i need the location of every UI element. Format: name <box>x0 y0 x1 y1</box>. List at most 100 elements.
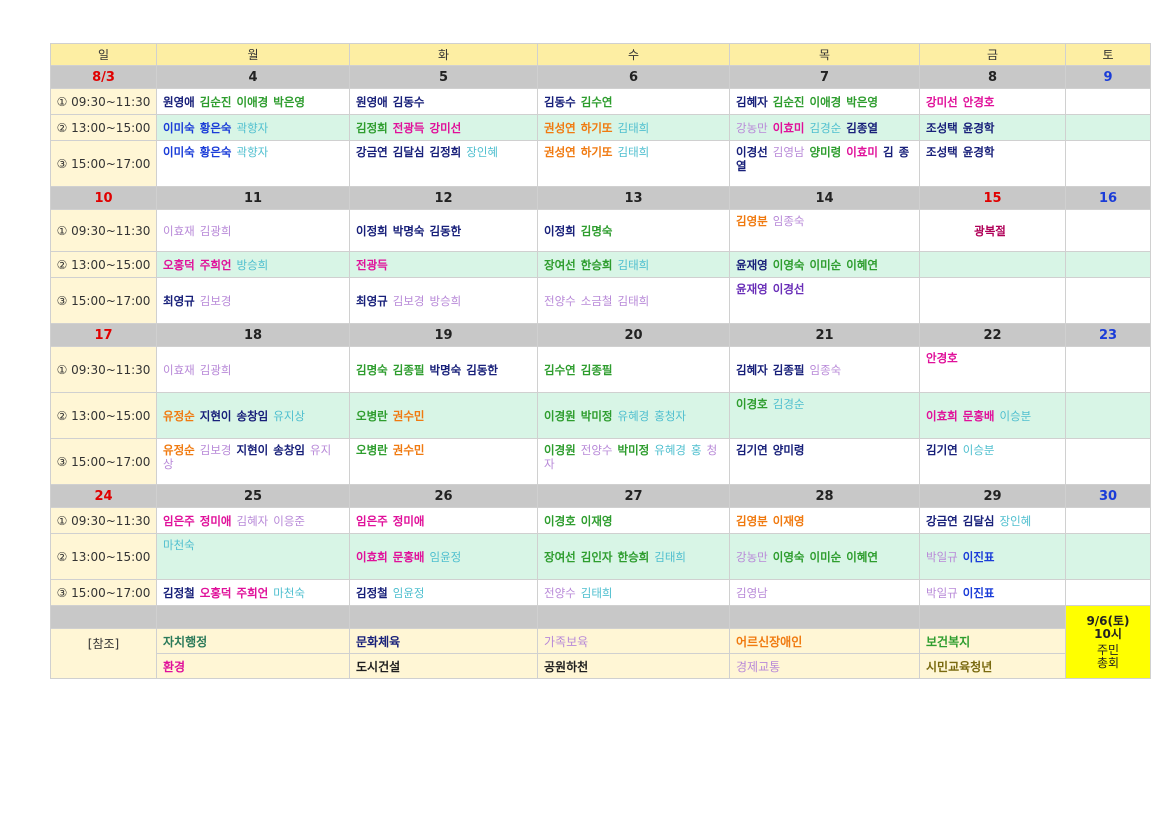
schedule-cell[interactable]: 장여선 김인자 한승희 김태희 <box>537 533 730 580</box>
schedule-cell[interactable] <box>1065 346 1151 393</box>
weekday-label: 목 <box>729 43 920 66</box>
schedule-cell[interactable]: 최영규 김보경 방승희 <box>349 277 538 324</box>
schedule-cell[interactable]: 이정희 김명숙 <box>537 209 730 252</box>
schedule-cell[interactable] <box>1065 114 1151 141</box>
schedule-cell[interactable]: 유정순 지현이 송창임 유지상 <box>156 392 350 439</box>
schedule-cell[interactable] <box>1065 507 1151 534</box>
schedule-cell[interactable] <box>1065 579 1151 606</box>
volunteer-name: 이미순 <box>809 549 842 564</box>
schedule-cell[interactable]: 박일규 이진표 <box>919 579 1066 606</box>
schedule-cell[interactable]: 이경원 전양수 박미정 유혜경 홍 청자 <box>537 438 730 485</box>
schedule-cell[interactable]: 강농만 이영숙 이미순 이혜연 <box>729 533 920 580</box>
schedule-cell[interactable]: 임은주 정미애 김혜자 이응준 <box>156 507 350 534</box>
schedule-cell[interactable]: 김영분 임종숙 <box>729 209 920 252</box>
category-legend: 가족보육 <box>537 628 730 654</box>
volunteer-name: 이진표 <box>962 585 995 600</box>
volunteer-name: 전양수 <box>544 585 576 600</box>
schedule-cell[interactable]: 안경호 <box>919 346 1066 393</box>
volunteer-name: 김혜자 <box>236 513 269 528</box>
schedule-cell[interactable]: 오홍덕 주희언 방승희 <box>156 251 350 278</box>
schedule-cell[interactable]: 이효재 김광희 <box>156 209 350 252</box>
volunteer-name: 김광희 <box>199 362 232 377</box>
schedule-cell[interactable]: 강미선 안경호 <box>919 88 1066 115</box>
schedule-cell[interactable]: 전광득 <box>349 251 538 278</box>
volunteer-name: 이재영 <box>580 513 613 528</box>
notice-title-1: 주민 <box>1096 642 1120 657</box>
date-cell: 18 <box>156 323 350 347</box>
schedule-cell[interactable] <box>1065 392 1151 439</box>
schedule-cell[interactable]: 오병란 권수민 <box>349 392 538 439</box>
schedule-cell[interactable]: 조성택 윤경학 <box>919 140 1066 187</box>
schedule-cell[interactable]: 김영남 <box>729 579 920 606</box>
schedule-cell[interactable]: 권성연 하기또 김태희 <box>537 140 730 187</box>
schedule-cell[interactable]: 유정순 김보경 지현이 송창임 유지상 <box>156 438 350 485</box>
schedule-cell[interactable]: 윤재영 이영숙 이미순 이혜연 <box>729 251 920 278</box>
schedule-cell[interactable] <box>1065 140 1151 187</box>
schedule-cell[interactable]: 강금연 김달심 김정희 장인혜 <box>349 140 538 187</box>
schedule-cell[interactable]: 이효희 문홍배 임윤정 <box>349 533 538 580</box>
schedule-cell[interactable] <box>1065 277 1151 324</box>
schedule-cell[interactable]: 김정철 임윤정 <box>349 579 538 606</box>
schedule-cell[interactable]: 이미숙 황은숙 곽향자 <box>156 114 350 141</box>
volunteer-name: 원영애 <box>163 94 195 109</box>
volunteer-name: 조성택 <box>926 120 958 135</box>
schedule-cell[interactable]: 권성연 하기또 김태희 <box>537 114 730 141</box>
schedule-cell[interactable]: 김기연 이승분 <box>919 438 1066 485</box>
volunteer-name: 김태희 <box>617 293 650 308</box>
volunteer-name: 임종숙 <box>809 362 842 377</box>
schedule-cell[interactable]: 강금연 김달심 장인혜 <box>919 507 1066 534</box>
volunteer-name: 한승희 <box>580 257 613 272</box>
date-cell: 21 <box>729 323 920 347</box>
volunteer-name: 주희언 <box>199 257 232 272</box>
schedule-cell[interactable]: 이정희 박명숙 김동한 <box>349 209 538 252</box>
schedule-cell[interactable]: 마천숙 <box>156 533 350 580</box>
schedule-cell[interactable]: 김정철 오홍덕 주희언 마천숙 <box>156 579 350 606</box>
separator-cell <box>537 605 730 629</box>
schedule-cell[interactable]: 이경원 박미정 유혜경 홍청자 <box>537 392 730 439</box>
schedule-cell[interactable]: 김영분 이재영 <box>729 507 920 534</box>
schedule-cell[interactable]: 윤재영 이경선 <box>729 277 920 324</box>
schedule-cell[interactable]: 전양수 소금철 김태희 <box>537 277 730 324</box>
schedule-cell[interactable] <box>919 277 1066 324</box>
schedule-cell[interactable] <box>1065 251 1151 278</box>
schedule-cell[interactable]: 이경호 김경순 <box>729 392 920 439</box>
schedule-cell[interactable] <box>1065 209 1151 252</box>
volunteer-name: 유지상 <box>273 408 305 423</box>
schedule-cell[interactable]: 원영애 김동수 <box>349 88 538 115</box>
schedule-cell[interactable]: 김혜자 김종필 임종숙 <box>729 346 920 393</box>
volunteer-name: 이혜연 <box>846 549 878 564</box>
schedule-cell[interactable]: 김수연 김종필 <box>537 346 730 393</box>
notice-date: 9/6(토) <box>1086 613 1130 628</box>
schedule-cell[interactable]: 김동수 김수연 <box>537 88 730 115</box>
schedule-cell[interactable]: 박일규 이진표 <box>919 533 1066 580</box>
schedule-cell[interactable]: 최영규 김보경 <box>156 277 350 324</box>
schedule-cell[interactable]: 광복절 <box>919 209 1066 252</box>
schedule-cell[interactable] <box>919 251 1066 278</box>
schedule-cell[interactable]: 김기연 양미령 <box>729 438 920 485</box>
schedule-cell[interactable]: 장여선 한승희 김태희 <box>537 251 730 278</box>
schedule-cell[interactable]: 조성택 윤경학 <box>919 114 1066 141</box>
schedule-cell[interactable]: 이미숙 황은숙 곽향자 <box>156 140 350 187</box>
volunteer-name: 장인혜 <box>999 513 1032 528</box>
schedule-cell[interactable]: 원영애 김순진 이애경 박은영 <box>156 88 350 115</box>
volunteer-name: 임윤정 <box>392 585 425 600</box>
volunteer-name: 박은영 <box>273 94 305 109</box>
schedule-cell[interactable]: 이경호 이재영 <box>537 507 730 534</box>
schedule-cell[interactable]: 이효희 문홍배 이승분 <box>919 392 1066 439</box>
volunteer-name: 이승분 <box>999 408 1032 423</box>
schedule-cell[interactable] <box>1065 88 1151 115</box>
schedule-cell[interactable] <box>1065 533 1151 580</box>
schedule-cell[interactable]: 오병란 권수민 <box>349 438 538 485</box>
schedule-cell[interactable]: 임은주 정미애 <box>349 507 538 534</box>
schedule-cell[interactable]: 이효재 김광희 <box>156 346 350 393</box>
schedule-cell[interactable]: 김명숙 김종필 박명숙 김동한 <box>349 346 538 393</box>
schedule-cell[interactable]: 강농만 이효미 김경순 김종열 <box>729 114 920 141</box>
schedule-cell[interactable]: 이경선 김영남 양미령 이효미 김 종열 <box>729 140 920 187</box>
reference-row: 환경 도시건설 공원하천 경제교통 시민교육청년 <box>51 653 1151 679</box>
schedule-cell[interactable] <box>1065 438 1151 485</box>
schedule-cell[interactable]: 김정희 전광득 강미선 <box>349 114 538 141</box>
schedule-cell[interactable]: 전양수 김태희 <box>537 579 730 606</box>
volunteer-name: 이경선 <box>736 145 768 159</box>
volunteer-name: 김명숙 <box>356 362 388 377</box>
schedule-cell[interactable]: 김혜자 김순진 이애경 박은영 <box>729 88 920 115</box>
